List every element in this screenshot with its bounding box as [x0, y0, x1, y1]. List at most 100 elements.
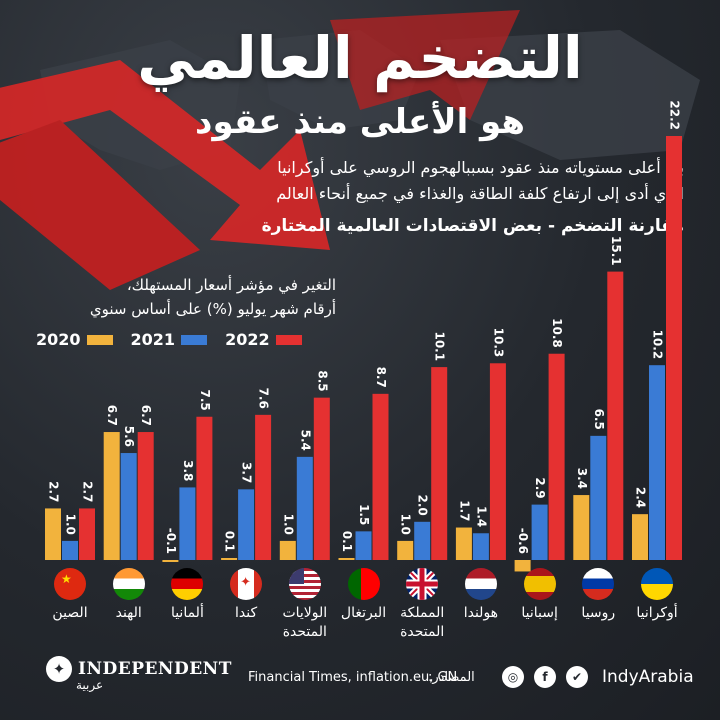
country-label-line: الهند — [115, 605, 142, 621]
data-label-2022-2: 7.5 — [198, 389, 212, 410]
data-label-2020-6: 1.0 — [399, 514, 413, 535]
page-title: التضخم العالمي — [137, 24, 583, 92]
bar-2020-1 — [103, 432, 120, 560]
sources-text: Financial Times, inflation.eu, GN — [248, 670, 458, 685]
bar-2022-9 — [607, 271, 624, 560]
data-label-2022-10: 22.2 — [668, 100, 682, 130]
down-arrow-graphic — [0, 10, 520, 290]
ukraine-flag-icon — [641, 568, 673, 600]
country-label-0: الصين — [37, 604, 103, 623]
data-label-2021-10: 10.2 — [651, 330, 665, 360]
data-label-2021-7: 1.4 — [474, 506, 488, 527]
data-label-2021-6: 2.0 — [416, 495, 430, 516]
eagle-icon: ✦ — [46, 656, 72, 682]
data-label-2022-6: 10.1 — [433, 331, 447, 361]
country-label-line: الصين — [52, 605, 88, 621]
bar-2022-1 — [137, 432, 154, 560]
bar-2021-4 — [296, 456, 313, 560]
data-label-2020-5: 0.1 — [340, 531, 354, 552]
bar-2021-0 — [62, 540, 78, 560]
bar-2021-10 — [649, 365, 665, 560]
bar-2022-0 — [79, 508, 95, 560]
description-line-2: الذي أدى إلى ارتفاع كلفة الطاقة والغذاء … — [276, 184, 684, 203]
twitter-icon[interactable]: ✔ — [566, 666, 588, 688]
netherlands-flag-icon — [464, 568, 497, 600]
country-label-line: أوكرانيا — [636, 605, 678, 621]
data-label-2022-8: 10.8 — [550, 318, 564, 348]
bar-2020-0 — [45, 508, 61, 560]
country-label-5: البرتغال — [331, 604, 397, 623]
data-label-2022-9: 15.1 — [609, 236, 623, 266]
bar-2020-3 — [221, 558, 238, 560]
country-label-line: روسيا — [581, 605, 616, 621]
data-label-2021-0: 1.0 — [64, 514, 78, 535]
data-label-2022-5: 8.7 — [374, 367, 388, 388]
country-label-line: كندا — [235, 605, 258, 621]
bar-2021-7 — [472, 533, 489, 560]
data-label-2020-9: 3.4 — [575, 468, 589, 489]
bar-2020-6 — [397, 540, 414, 560]
country-label-7: هولندا — [448, 604, 514, 623]
data-label-2020-0: 2.7 — [47, 481, 61, 502]
country-label-2: ألمانيا — [154, 604, 220, 623]
bar-2020-8 — [514, 560, 531, 572]
brand-logo: ✦ INDEPENDENT — [46, 656, 232, 682]
page-subtitle: هو الأعلى منذ عقود — [195, 102, 525, 142]
data-label-2020-4: 1.0 — [281, 514, 295, 535]
data-label-2020-3: 0.1 — [223, 531, 237, 552]
legend-swatch-2021 — [181, 334, 208, 345]
country-label-1: الهند — [96, 604, 162, 623]
country-label-line: ألمانيا — [170, 605, 204, 621]
social-handle[interactable]: IndyArabia — [602, 667, 694, 687]
bar-2021-9 — [590, 435, 607, 560]
country-label-line: المملكة — [400, 605, 445, 621]
data-label-2021-2: 3.8 — [181, 460, 195, 481]
legend-swatch-2022 — [275, 334, 302, 345]
country-label-6: المملكة المتحدة — [389, 604, 455, 642]
bar-2020-10 — [632, 514, 648, 560]
country-label-line: المتحدة — [400, 624, 445, 640]
data-label-2020-10: 2.4 — [634, 487, 648, 508]
bar-2022-8 — [548, 353, 565, 560]
data-label-2021-1: 5.6 — [122, 426, 136, 447]
legend-label-2020: 2020 — [36, 330, 81, 349]
bar-2022-3 — [255, 414, 272, 560]
country-label-line: الولايات — [282, 605, 328, 621]
bar-2021-1 — [120, 453, 137, 560]
country-label-9: روسيا — [565, 604, 631, 623]
data-label-2021-4: 5.4 — [298, 430, 312, 451]
usa-flag-icon — [288, 568, 321, 600]
data-label-2022-4: 8.5 — [315, 370, 329, 391]
bar-2022-10 — [666, 136, 682, 560]
brand-name: INDEPENDENT — [78, 659, 232, 679]
bar-2022-7 — [489, 363, 506, 560]
bar-2022-4 — [313, 397, 330, 560]
bar-2021-8 — [531, 504, 548, 560]
data-label-2020-7: 1.7 — [457, 500, 471, 521]
y-note-line-2: أرقام شهر يوليو (%) على أساس سنوي — [89, 300, 336, 318]
bar-2020-7 — [455, 527, 472, 560]
bar-2022-6 — [431, 367, 448, 560]
country-label-8: إسبانيا — [507, 604, 573, 623]
country-label-line: إسبانيا — [521, 605, 558, 621]
instagram-icon[interactable]: ◎ — [502, 666, 524, 688]
facebook-icon[interactable]: f — [534, 666, 556, 688]
legend-item-2020: 2020 — [36, 330, 113, 349]
bar-2022-2 — [196, 416, 213, 560]
portugal-flag-icon — [347, 568, 380, 600]
bar-2020-5 — [338, 558, 355, 560]
bar-2021-3 — [238, 489, 255, 560]
social-links: ◎ f ✔ IndyArabia — [502, 666, 694, 688]
canada-flag-icon: ✦ — [230, 568, 263, 600]
bar-2021-6 — [414, 521, 431, 560]
comparison-heading: مقارنة التضخم - بعض الاقتصادات العالمية … — [261, 216, 684, 236]
country-label-line: البرتغال — [340, 605, 387, 621]
bar-2022-5 — [372, 393, 389, 560]
country-label-line: هولندا — [463, 605, 499, 621]
chart-legend: 2020 2021 2022 — [36, 330, 302, 349]
russia-flag-icon — [582, 568, 615, 600]
india-flag-icon — [112, 568, 145, 600]
